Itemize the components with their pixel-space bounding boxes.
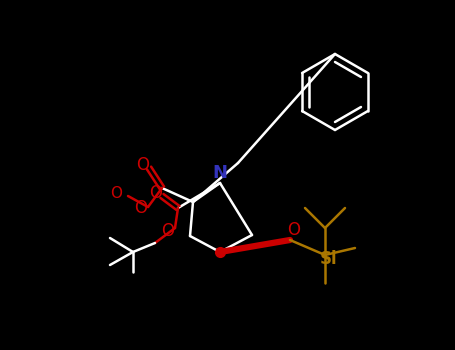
Text: O: O bbox=[288, 221, 300, 239]
Text: N: N bbox=[212, 164, 228, 182]
Text: O: O bbox=[136, 156, 150, 174]
Text: O: O bbox=[150, 184, 162, 202]
Text: O: O bbox=[110, 187, 122, 202]
Text: Si: Si bbox=[320, 250, 338, 268]
Text: O: O bbox=[135, 199, 147, 217]
Text: O: O bbox=[162, 222, 175, 240]
